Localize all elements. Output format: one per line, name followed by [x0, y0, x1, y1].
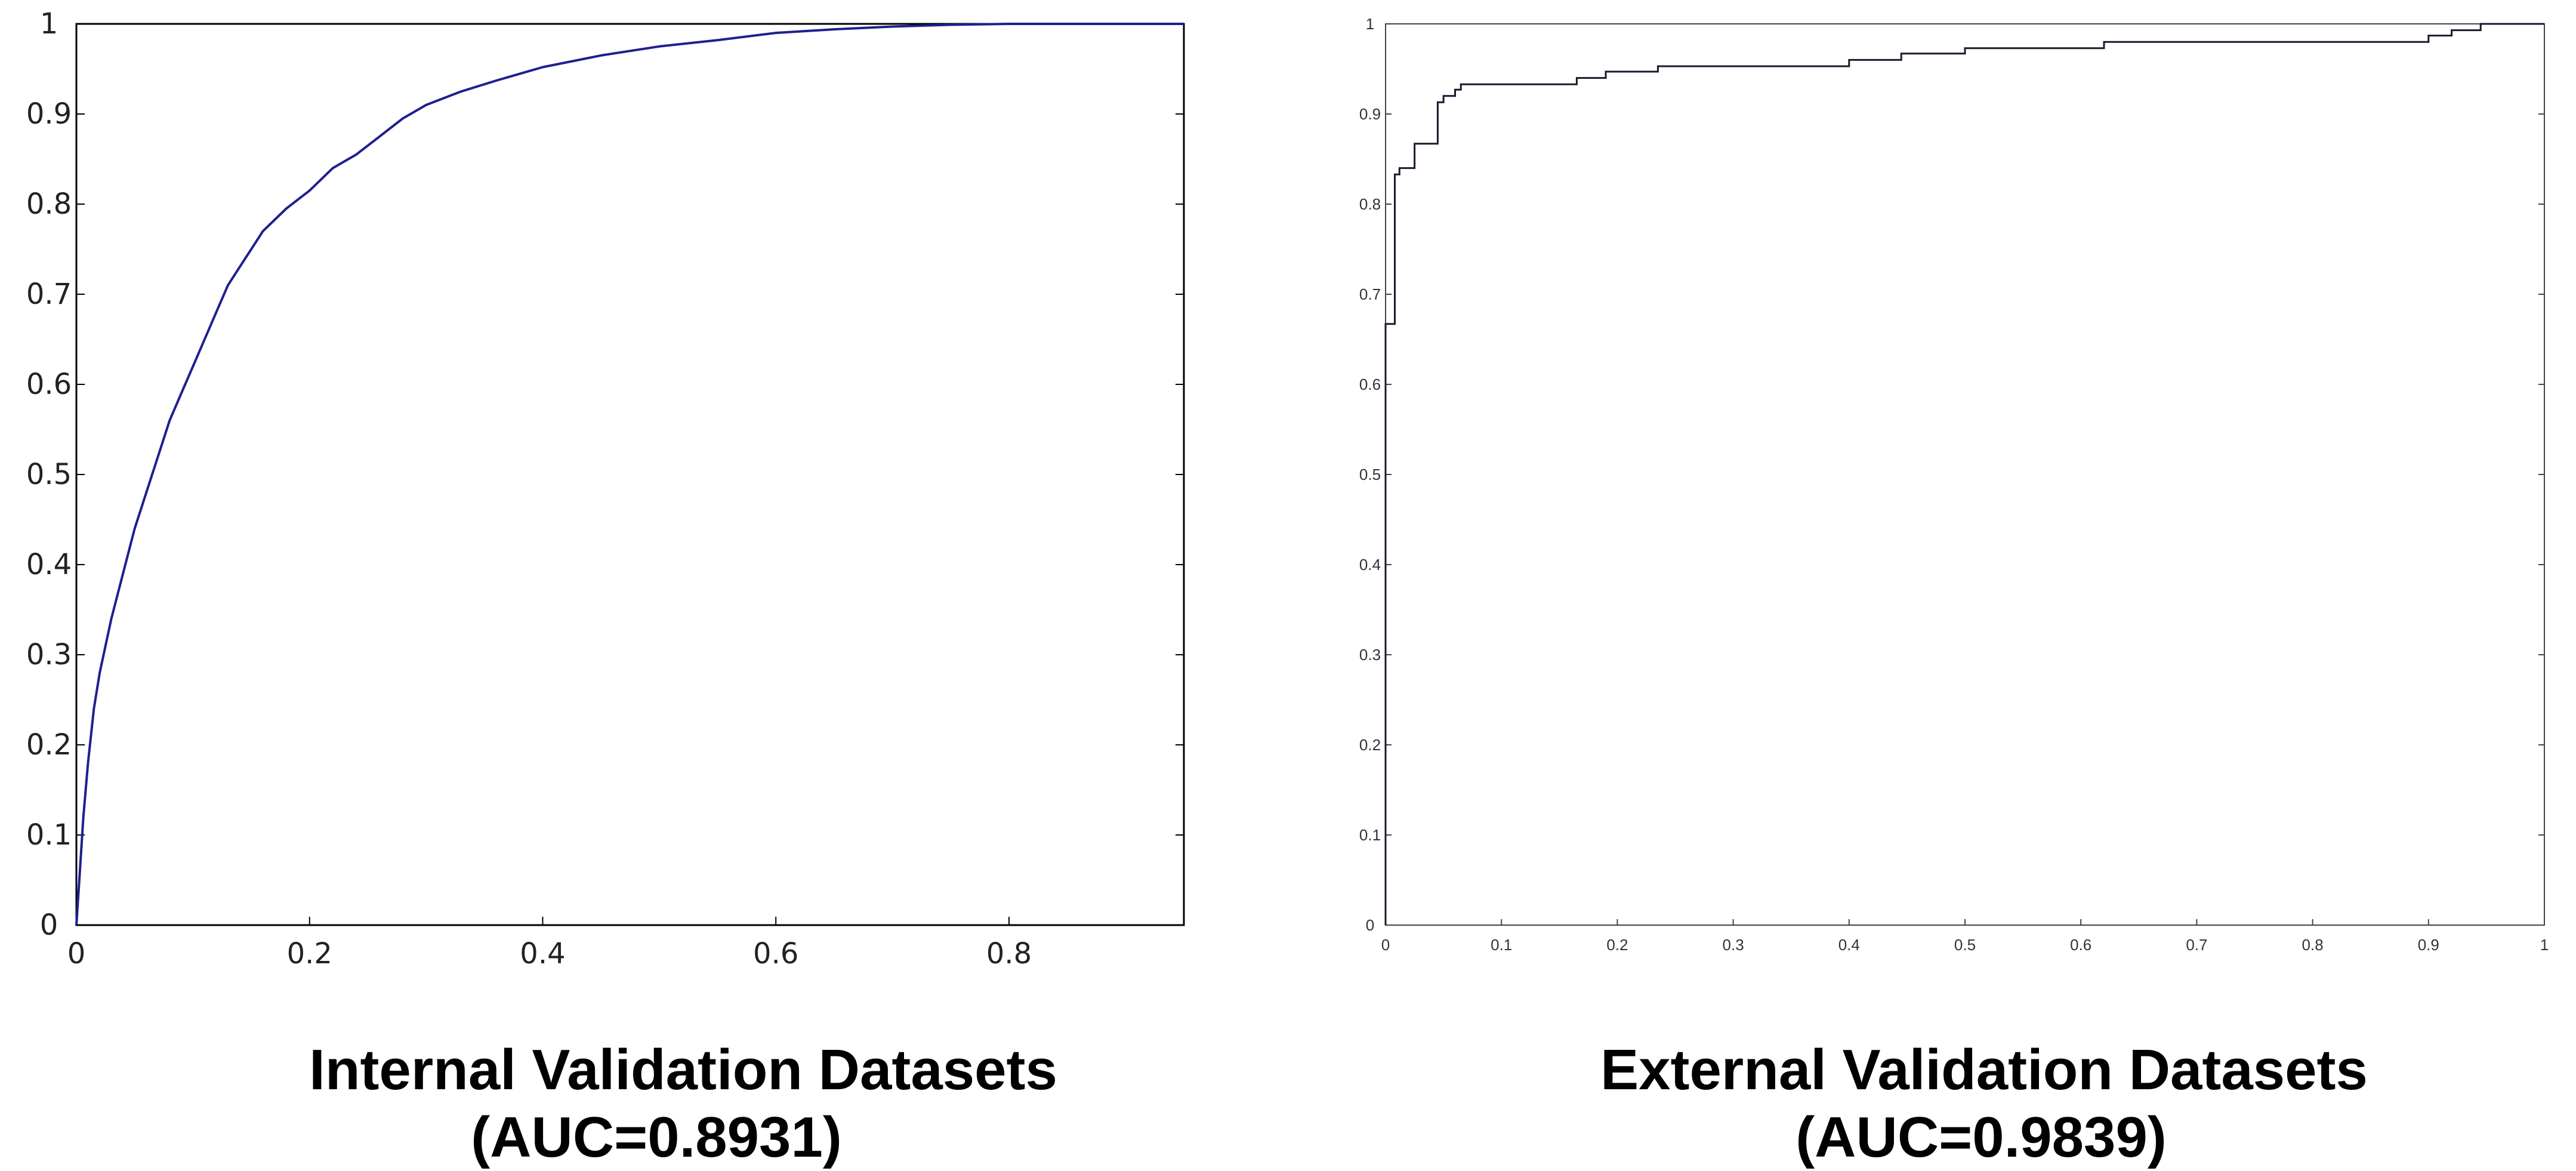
external-roc-panel: 0 0.1 0.2 0.3 0.4 0.5 0.6 0.7 0.8 0.9 1 0 0.1 0.2 0.3 0…	[1359, 15, 2549, 1169]
internal-y-tick-label: 1	[40, 7, 58, 41]
external-x-tick-label: 0.1	[1491, 936, 1512, 954]
external-y-tick-label: 0.5	[1359, 466, 1381, 483]
internal-y-tick-label: 0.9	[26, 97, 72, 131]
external-y-tick-label: 0.3	[1359, 646, 1381, 664]
external-x-tick-label: 0.6	[2070, 936, 2091, 954]
internal-roc-panel: 0 0.2 0.4 0.6 0.8 0 0.1 0.2 0.3 0.4 0.5 0.6 0.7 0.8 0.…	[26, 7, 1185, 1169]
external-x-tick-label: 0	[1381, 936, 1390, 954]
external-chart-subtitle: (AUC=0.9839)	[1796, 1105, 2167, 1169]
external-y-tick-label: 0	[1366, 916, 1374, 934]
external-tick-labels: 0 0.1 0.2 0.3 0.4 0.5 0.6 0.7 0.8 0.9 1 0 0.1 0.2 0.3 0…	[1359, 15, 2549, 954]
internal-y-tick-label: 0.4	[26, 548, 72, 581]
external-x-tick-label: 0.3	[1723, 936, 1744, 954]
external-x-tick-label: 0.2	[1606, 936, 1628, 954]
internal-series	[75, 23, 1184, 926]
internal-y-tick-label: 0.7	[26, 278, 72, 311]
internal-tick-marks	[76, 23, 1184, 926]
external-x-tick-label: 1	[2540, 936, 2549, 954]
external-series	[1384, 23, 2544, 925]
external-x-tick-label: 0.9	[2418, 936, 2439, 954]
internal-x-tick-label: 0.6	[753, 937, 798, 970]
internal-x-tick-label: 0	[67, 937, 86, 970]
external-y-tick-label: 0.4	[1359, 556, 1381, 574]
external-y-tick-label: 0.2	[1359, 736, 1381, 754]
external-chart-title: External Validation Datasets	[1600, 1038, 2368, 1102]
internal-plot-frame	[75, 23, 1185, 926]
external-x-tick-label: 0.7	[2186, 936, 2207, 954]
external-y-tick-label: 0.6	[1359, 375, 1381, 393]
internal-y-tick-label: 0	[40, 908, 58, 942]
external-x-tick-label: 0.4	[1838, 936, 1860, 954]
external-roc-curve	[1384, 23, 2544, 925]
external-y-tick-label: 0.1	[1359, 826, 1381, 844]
internal-y-tick-label: 0.2	[26, 728, 72, 762]
external-plot-frame	[1385, 23, 2545, 926]
internal-chart-title: Internal Validation Datasets	[309, 1038, 1057, 1102]
external-y-tick-label: 0.8	[1359, 195, 1381, 213]
internal-roc-curve	[75, 23, 1184, 926]
internal-x-tick-label: 0.8	[986, 937, 1032, 970]
internal-y-tick-label: 0.6	[26, 368, 72, 401]
external-x-tick-label: 0.5	[1954, 936, 1976, 954]
internal-y-tick-label: 0.1	[26, 818, 72, 852]
internal-y-tick-label: 0.3	[26, 638, 72, 671]
internal-tick-labels: 0 0.2 0.4 0.6 0.8 0 0.1 0.2 0.3 0.4 0.5 0.6 0.7 0.8 0.…	[26, 7, 1032, 970]
external-y-tick-label: 1	[1366, 15, 1374, 33]
internal-y-tick-label: 0.5	[26, 458, 72, 491]
external-x-tick-label: 0.8	[2302, 936, 2324, 954]
internal-y-tick-label: 0.8	[26, 187, 72, 221]
internal-x-tick-label: 0.4	[520, 937, 565, 970]
internal-x-tick-label: 0.2	[287, 937, 332, 970]
external-y-tick-label: 0.7	[1359, 285, 1381, 303]
internal-chart-subtitle: (AUC=0.8931)	[471, 1105, 842, 1169]
external-y-tick-label: 0.9	[1359, 105, 1381, 123]
